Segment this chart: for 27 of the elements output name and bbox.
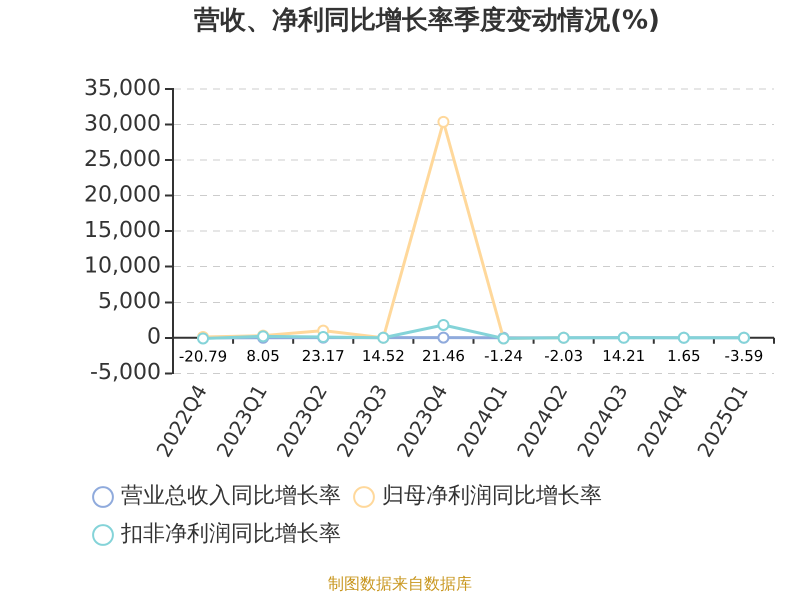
data-label: -1.24 — [484, 347, 523, 366]
y-tick-label: 20,000 — [84, 182, 161, 208]
point — [437, 332, 450, 344]
data-label: 21.46 — [422, 346, 465, 365]
chart-title: 营收、净利同比增长率季度变动情况(%) — [193, 5, 660, 36]
y-tick-label: 15,000 — [84, 218, 161, 243]
y-tick-label: 5,000 — [98, 288, 161, 314]
legend-label: 归母净利润同比增长率 — [382, 484, 602, 509]
text: 制图数据来自数据库 — [327, 574, 473, 595]
y-tick-label: 10,000 — [84, 253, 161, 278]
data-label: 1.65 — [667, 347, 701, 366]
data-label: 8.05 — [246, 347, 280, 366]
y-tick-label: 30,000 — [84, 111, 161, 136]
point — [437, 116, 450, 128]
legend-label: 营业总收入同比增长率 — [121, 484, 341, 509]
data-label: 14.52 — [362, 347, 405, 366]
data-label: -2.03 — [544, 347, 584, 366]
legend-label: 扣非净利润同比增长率 — [120, 522, 341, 547]
y-tick-label: 25,000 — [84, 146, 161, 172]
data-label: -3.59 — [724, 347, 764, 366]
data-label: 14.21 — [602, 347, 646, 366]
y-tick-label: 0 — [146, 324, 161, 350]
data-label: -20.79 — [178, 347, 228, 366]
y-tick-label: 35,000 — [84, 76, 161, 101]
point — [437, 318, 450, 331]
data-label: 23.17 — [302, 346, 345, 365]
y-tick-label: -5,000 — [90, 360, 161, 385]
